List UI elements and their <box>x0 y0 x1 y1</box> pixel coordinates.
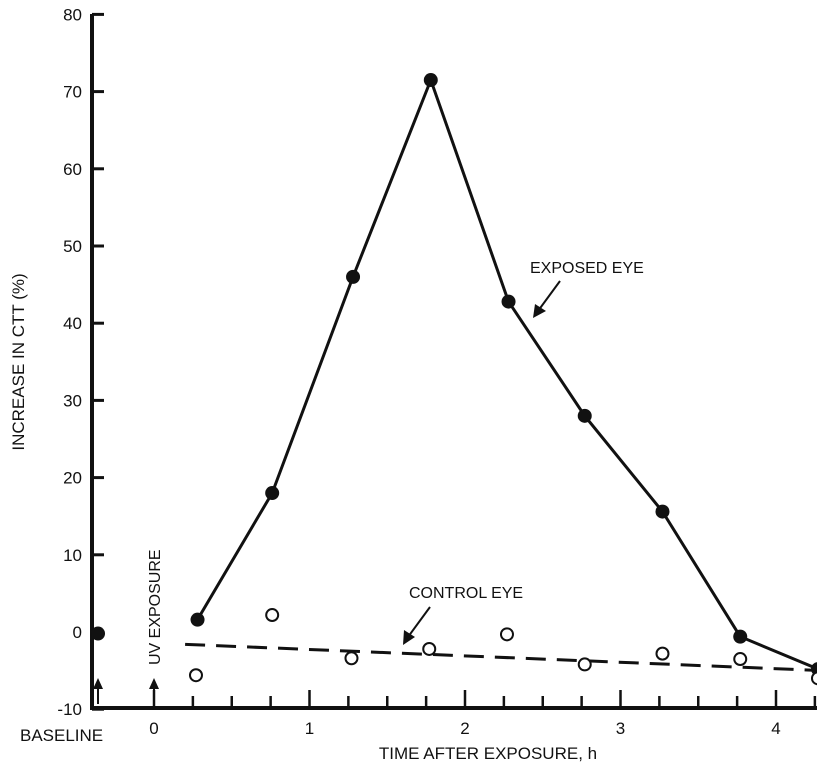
y-tick-label-4: 30 <box>63 391 82 410</box>
exposed-eye-point-7 <box>733 629 748 644</box>
exposed-eye-arrow-head <box>533 304 546 318</box>
baseline-point-0 <box>91 626 106 641</box>
uv-exposure-arrow-head <box>149 678 159 689</box>
baseline-points <box>91 626 106 641</box>
control-eye-point-5 <box>577 657 592 672</box>
x-tick-label-2: 2 <box>460 719 469 738</box>
control-eye-arrow-head <box>403 630 415 645</box>
exposed-eye-point-4 <box>501 294 516 309</box>
exposed-eye-arrow-shaft <box>537 280 561 312</box>
y-axis-title: INCREASE IN CTT (%) <box>9 273 28 450</box>
control-eye-point-7 <box>733 652 748 667</box>
control-eye-point-2 <box>344 651 359 666</box>
control-eye-point-3 <box>422 641 437 656</box>
control-eye-trend-line <box>185 642 817 672</box>
uv-exposure-label: UV EXPOSURE <box>147 549 164 665</box>
exposed-eye-point-2 <box>346 269 361 284</box>
y-tick-label-9: 80 <box>63 5 82 24</box>
x-tick-label-0: 0 <box>149 719 158 738</box>
exposed-eye-point-6 <box>655 504 670 519</box>
x-axis-title: TIME AFTER EXPOSURE, h <box>379 744 597 763</box>
control-eye-arrow-shaft <box>407 606 431 638</box>
y-tick-label-5: 40 <box>63 314 82 333</box>
control-eye-point-6 <box>655 646 670 661</box>
y-tick-label-6: 50 <box>63 237 82 256</box>
x-tick-label-3: 3 <box>616 719 625 738</box>
x-tick-label-4: 4 <box>771 719 780 738</box>
control-eye-point-8 <box>810 671 817 686</box>
exposed-eye-line <box>196 75 817 671</box>
y-tick-label-2: 10 <box>63 546 82 565</box>
control-eye-point-1 <box>265 608 280 623</box>
control-eye-point-4 <box>499 627 514 642</box>
baseline-arrow-head <box>93 678 103 689</box>
exposed-eye-point-5 <box>577 408 592 423</box>
y-tick-label-1: 0 <box>73 623 82 642</box>
baseline-label: BASELINE <box>20 726 103 745</box>
y-tick-label-3: 20 <box>63 469 82 488</box>
exposed-eye-point-1 <box>265 486 280 501</box>
x-ticks: 0 1 2 3 4 <box>149 690 817 738</box>
exposed-eye-point-3 <box>423 73 438 88</box>
control-eye-point-0 <box>188 668 203 683</box>
control-eye-points <box>188 608 817 686</box>
exposed-eye-point-0 <box>190 612 205 627</box>
x-tick-label-1: 1 <box>305 719 314 738</box>
y-ticks: -10 0 10 20 30 40 50 60 70 80 <box>57 5 104 719</box>
exposed-eye-label: EXPOSED EYE <box>530 260 644 277</box>
control-eye-label: CONTROL EYE <box>409 585 523 602</box>
y-tick-label-0: -10 <box>57 700 82 719</box>
y-tick-label-8: 70 <box>63 83 82 102</box>
y-tick-label-7: 60 <box>63 160 82 179</box>
